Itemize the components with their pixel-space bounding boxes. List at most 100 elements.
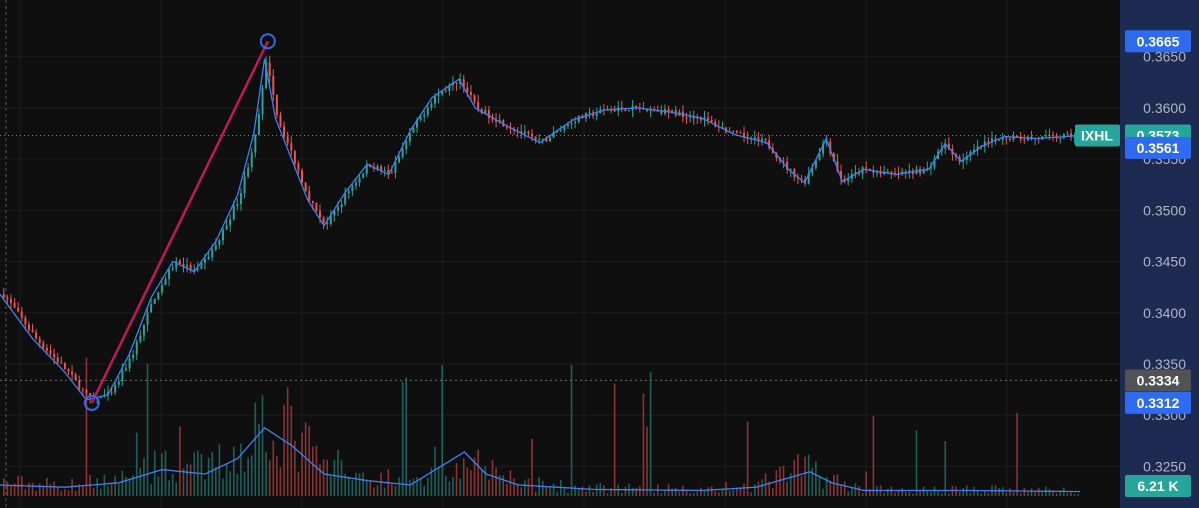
candle-body[interactable] bbox=[998, 139, 1001, 141]
candle-body[interactable] bbox=[78, 380, 81, 390]
candle-body[interactable] bbox=[1016, 135, 1019, 137]
candle-body[interactable] bbox=[121, 370, 124, 382]
candle-body[interactable] bbox=[31, 329, 34, 333]
candle-body[interactable] bbox=[207, 257, 210, 260]
candle-body[interactable] bbox=[6, 297, 9, 300]
candle-body[interactable] bbox=[157, 292, 160, 299]
candle-body[interactable] bbox=[275, 94, 278, 116]
candle-body[interactable] bbox=[416, 119, 419, 128]
candle-body[interactable] bbox=[268, 62, 271, 76]
candle-body[interactable] bbox=[419, 116, 422, 120]
candle-body[interactable] bbox=[847, 178, 850, 182]
candle-body[interactable] bbox=[221, 229, 224, 241]
candle-body[interactable] bbox=[947, 143, 950, 150]
candle-body[interactable] bbox=[186, 264, 189, 267]
candle-body[interactable] bbox=[250, 152, 253, 168]
candle-body[interactable] bbox=[477, 101, 480, 109]
candle-body[interactable] bbox=[735, 131, 738, 133]
candle-body[interactable] bbox=[944, 143, 947, 149]
candle-body[interactable] bbox=[868, 168, 871, 170]
candle-body[interactable] bbox=[484, 109, 487, 114]
candle-body[interactable] bbox=[469, 92, 472, 96]
candle-body[interactable] bbox=[308, 191, 311, 201]
candle-body[interactable] bbox=[1001, 137, 1004, 140]
candle-body[interactable] bbox=[85, 389, 88, 394]
candle-body[interactable] bbox=[1044, 135, 1047, 137]
candle-body[interactable] bbox=[495, 119, 498, 122]
candle-body[interactable] bbox=[890, 171, 893, 173]
candle-body[interactable] bbox=[13, 303, 16, 308]
candle-body[interactable] bbox=[279, 115, 282, 127]
price-tag[interactable] bbox=[1125, 369, 1191, 392]
candle-body[interactable] bbox=[433, 96, 436, 104]
candle-body[interactable] bbox=[807, 173, 810, 184]
candle-body[interactable] bbox=[182, 264, 185, 267]
candle-body[interactable] bbox=[150, 304, 153, 313]
candle-body[interactable] bbox=[786, 161, 789, 171]
candle-body[interactable] bbox=[760, 138, 763, 141]
candle-body[interactable] bbox=[193, 269, 196, 271]
candle-body[interactable] bbox=[574, 121, 577, 124]
candle-body[interactable] bbox=[534, 136, 537, 140]
candle-body[interactable] bbox=[829, 141, 832, 154]
candle-body[interactable] bbox=[229, 219, 232, 226]
candle-body[interactable] bbox=[398, 156, 401, 163]
candle-body[interactable] bbox=[926, 168, 929, 170]
candle-body[interactable] bbox=[239, 192, 242, 204]
candle-body[interactable] bbox=[365, 164, 368, 174]
candle-body[interactable] bbox=[548, 137, 551, 142]
candle-body[interactable] bbox=[196, 268, 199, 270]
candle-body[interactable] bbox=[1066, 133, 1069, 135]
candle-body[interactable] bbox=[685, 117, 688, 119]
candle-body[interactable] bbox=[17, 307, 20, 312]
candle-body[interactable] bbox=[225, 225, 228, 230]
candle-body[interactable] bbox=[624, 109, 627, 112]
candle-body[interactable] bbox=[552, 132, 555, 138]
candle-body[interactable] bbox=[811, 167, 814, 174]
candle-body[interactable] bbox=[635, 105, 638, 108]
candle-body[interactable] bbox=[24, 317, 27, 325]
candle-body[interactable] bbox=[595, 113, 598, 117]
candle-body[interactable] bbox=[160, 284, 163, 293]
candle-body[interactable] bbox=[329, 215, 332, 224]
price-tag[interactable] bbox=[1125, 391, 1191, 414]
candle-body[interactable] bbox=[114, 384, 117, 393]
candle-body[interactable] bbox=[290, 143, 293, 151]
candle-body[interactable] bbox=[990, 138, 993, 142]
candle-body[interactable] bbox=[211, 249, 214, 258]
candle-body[interactable] bbox=[692, 116, 695, 119]
candle-body[interactable] bbox=[1048, 134, 1051, 136]
candle-body[interactable] bbox=[840, 171, 843, 179]
candle-body[interactable] bbox=[326, 222, 329, 224]
candle-body[interactable] bbox=[793, 169, 796, 178]
candle-body[interactable] bbox=[63, 363, 66, 370]
candle-body[interactable] bbox=[987, 141, 990, 143]
candle-body[interactable] bbox=[99, 397, 102, 399]
candle-body[interactable] bbox=[117, 381, 120, 385]
candle-body[interactable] bbox=[297, 163, 300, 171]
candle-body[interactable] bbox=[901, 171, 904, 175]
candle-body[interactable] bbox=[818, 153, 821, 160]
candle-body[interactable] bbox=[527, 131, 530, 134]
candle-body[interactable] bbox=[347, 191, 350, 194]
candle-body[interactable] bbox=[200, 262, 203, 269]
candle-body[interactable] bbox=[545, 138, 548, 142]
price-axis[interactable]: 0.36500.36000.35500.35000.34500.34000.33… bbox=[1075, 0, 1199, 508]
candle-body[interactable] bbox=[814, 159, 817, 168]
candle-body[interactable] bbox=[304, 182, 307, 192]
candle-body[interactable] bbox=[135, 341, 138, 355]
candle-body[interactable] bbox=[175, 260, 178, 269]
candle-body[interactable] bbox=[142, 324, 145, 336]
candle-body[interactable] bbox=[139, 335, 142, 342]
candle-body[interactable] bbox=[962, 160, 965, 163]
trend-line-start-handle[interactable] bbox=[83, 394, 100, 411]
candle-body[interactable] bbox=[699, 117, 702, 121]
candle-body[interactable] bbox=[146, 312, 149, 325]
candle-body[interactable] bbox=[189, 264, 192, 270]
candle-body[interactable] bbox=[412, 127, 415, 133]
candle-body[interactable] bbox=[854, 171, 857, 174]
candle-body[interactable] bbox=[236, 203, 239, 206]
trend-line[interactable] bbox=[90, 40, 269, 404]
price-tag[interactable] bbox=[1125, 136, 1191, 159]
candle-body[interactable] bbox=[71, 371, 74, 375]
